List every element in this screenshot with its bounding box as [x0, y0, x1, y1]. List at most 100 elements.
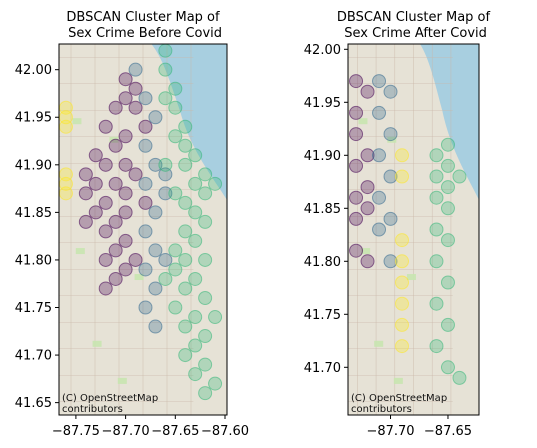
scatter-point	[372, 148, 387, 163]
chart-title-line1: DBSCAN Cluster Map of	[337, 10, 491, 25]
map-attribution-line1: (C) OpenStreetMap	[351, 393, 447, 404]
scatter-point	[108, 243, 123, 258]
y-tick-label: 41.80	[304, 255, 341, 270]
scatter-point	[440, 137, 455, 152]
scatter-point	[118, 91, 133, 106]
scatter-point	[383, 211, 398, 226]
map-attribution-line2: contributors	[351, 404, 412, 415]
scatter-point	[429, 339, 444, 354]
scatter-point	[148, 281, 163, 296]
scatter-point	[98, 119, 113, 134]
scatter-point	[395, 148, 410, 163]
y-tick-label: 42.00	[15, 63, 52, 78]
x-tick-label: −87.70	[366, 424, 414, 439]
panel-after-covid: 41.70 41.75 41.80 41.85 41.90 41.95 42.00 −87.7…	[304, 10, 491, 439]
scatter-point	[138, 224, 153, 239]
scatter-point	[395, 233, 410, 248]
x-tick-label: −87.70	[102, 424, 150, 439]
scatter-point	[360, 201, 375, 216]
scatter-point	[440, 158, 455, 173]
axes-frame	[58, 43, 228, 416]
scatter-point	[208, 310, 223, 325]
scatter-point	[440, 201, 455, 216]
scatter-point	[383, 84, 398, 99]
y-tick-label: 41.65	[15, 396, 52, 411]
scatter-point	[178, 224, 193, 239]
scatter-point	[108, 271, 123, 286]
cluster-series-3	[59, 100, 73, 201]
cluster-series-2	[158, 44, 223, 401]
scatter-point	[138, 91, 153, 106]
scatter-point	[452, 370, 467, 385]
scatter-point	[59, 119, 73, 134]
scatter-point	[198, 214, 213, 229]
scatter-point	[198, 290, 213, 305]
y-tick-label: 41.95	[15, 111, 52, 126]
y-tick-label: 41.95	[304, 96, 341, 111]
chart-title-line2: Sex Crime After Covid	[340, 26, 487, 41]
scatter-point	[158, 157, 173, 172]
scatter-point	[178, 119, 193, 134]
scatter-point	[440, 275, 455, 290]
scatter-point	[188, 367, 203, 382]
scatter-point	[198, 186, 213, 201]
scatter-point	[88, 176, 103, 191]
scatter-point	[148, 319, 163, 334]
y-tick-label: 41.70	[15, 349, 52, 364]
y-tick-label: 41.85	[304, 202, 341, 217]
scatter-point	[383, 254, 398, 269]
scatter-point	[118, 157, 133, 172]
scatter-point	[429, 222, 444, 237]
cluster-series-0	[78, 72, 153, 296]
scatter-point	[148, 157, 163, 172]
scatter-point	[208, 376, 223, 391]
scatter-point	[395, 339, 410, 354]
scatter-point	[78, 186, 93, 201]
scatter-point	[188, 271, 203, 286]
scatter-point	[178, 195, 193, 210]
y-tick-label: 41.75	[304, 308, 341, 323]
scatter-point	[188, 176, 203, 191]
y-tick-label: 41.90	[304, 149, 341, 164]
scatter-point	[158, 252, 173, 267]
scatter-point	[372, 105, 387, 120]
x-tick-label: −87.75	[52, 424, 100, 439]
scatter-point	[429, 296, 444, 311]
scatter-point	[178, 281, 193, 296]
scatter-point	[178, 348, 193, 363]
map-attribution-line1: (C) OpenStreetMap	[62, 393, 158, 404]
scatter-point	[128, 81, 143, 96]
scatter-point	[158, 186, 173, 201]
cluster-series-1	[372, 74, 398, 269]
y-tick-label: 41.75	[15, 301, 52, 316]
scatter-point	[395, 317, 410, 332]
scatter-point	[128, 252, 143, 267]
scatter-point	[118, 186, 133, 201]
scatter-point	[88, 148, 103, 163]
scatter-point	[440, 180, 455, 195]
panel-before-covid: 41.65 41.70 41.75 41.80 41.85 41.90 41.95 42.00…	[15, 10, 249, 439]
scatter-point	[188, 148, 203, 163]
scatter-point	[349, 105, 364, 120]
scatter-point	[360, 84, 375, 99]
scatter-point	[78, 214, 93, 229]
scatter-point	[188, 338, 203, 353]
scatter-point	[208, 176, 223, 191]
scatter-point	[118, 205, 133, 220]
scatter-point	[59, 186, 73, 201]
scatter-point	[188, 205, 203, 220]
scatter-point	[395, 275, 410, 290]
scatter-point	[168, 129, 183, 144]
scatter-point	[148, 205, 163, 220]
scatter-point	[168, 81, 183, 96]
scatter-point	[108, 214, 123, 229]
scatter-point	[158, 271, 173, 286]
cluster-series-3	[395, 148, 410, 354]
scatter-point	[360, 180, 375, 195]
scatter-point	[98, 224, 113, 239]
scatter-point	[360, 254, 375, 269]
scatter-point	[429, 148, 444, 163]
scatter-point	[138, 138, 153, 153]
scatter-point	[178, 319, 193, 334]
scatter-point	[108, 176, 123, 191]
